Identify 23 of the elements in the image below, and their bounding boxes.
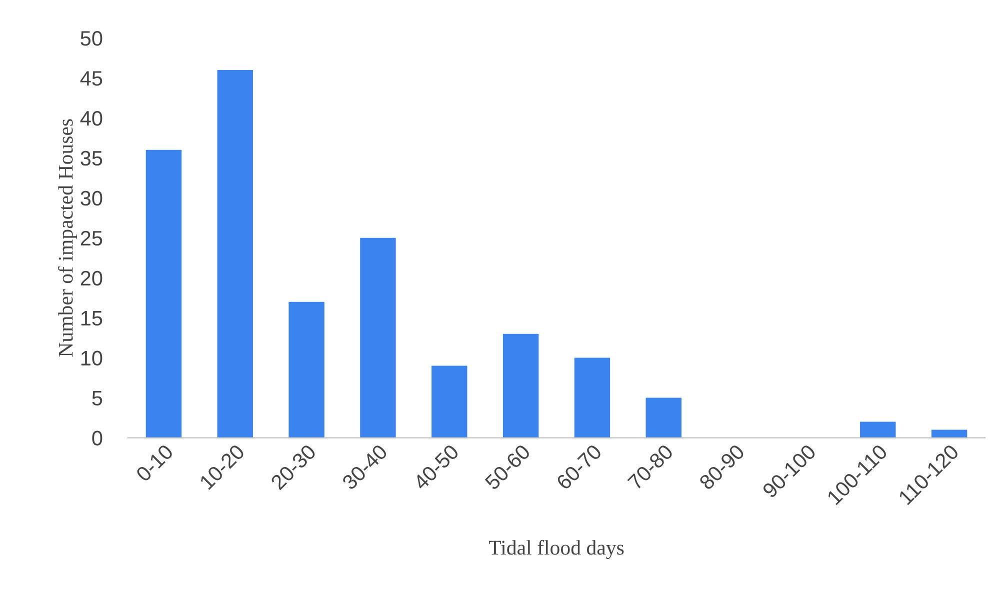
bar (646, 398, 682, 438)
bar (432, 366, 468, 438)
y-tick-label: 15 (81, 311, 102, 326)
y-tick-label: 20 (80, 270, 102, 286)
bar (146, 150, 182, 438)
x-tick-label: 0-10 (135, 444, 174, 482)
y-tick-label: 25 (80, 230, 102, 246)
x-axis-title: Tidal flood days (488, 540, 624, 560)
bar (574, 358, 610, 438)
y-tick-label: 5 (92, 391, 102, 406)
bar (217, 70, 253, 438)
y-tick-label: 35 (80, 150, 102, 166)
bar (502, 334, 539, 438)
bar (860, 422, 896, 438)
y-tick-label: 10 (81, 350, 102, 366)
bar (288, 302, 324, 438)
y-tick-label: 45 (80, 71, 102, 86)
y-axis-title: Number of impacted Houses (58, 119, 78, 357)
y-tick-label: 50 (80, 31, 102, 46)
bar (360, 238, 396, 438)
y-tick-label: 0 (92, 430, 102, 446)
y-tick-label: 30 (80, 190, 102, 206)
y-tick-label: 40 (80, 110, 102, 126)
